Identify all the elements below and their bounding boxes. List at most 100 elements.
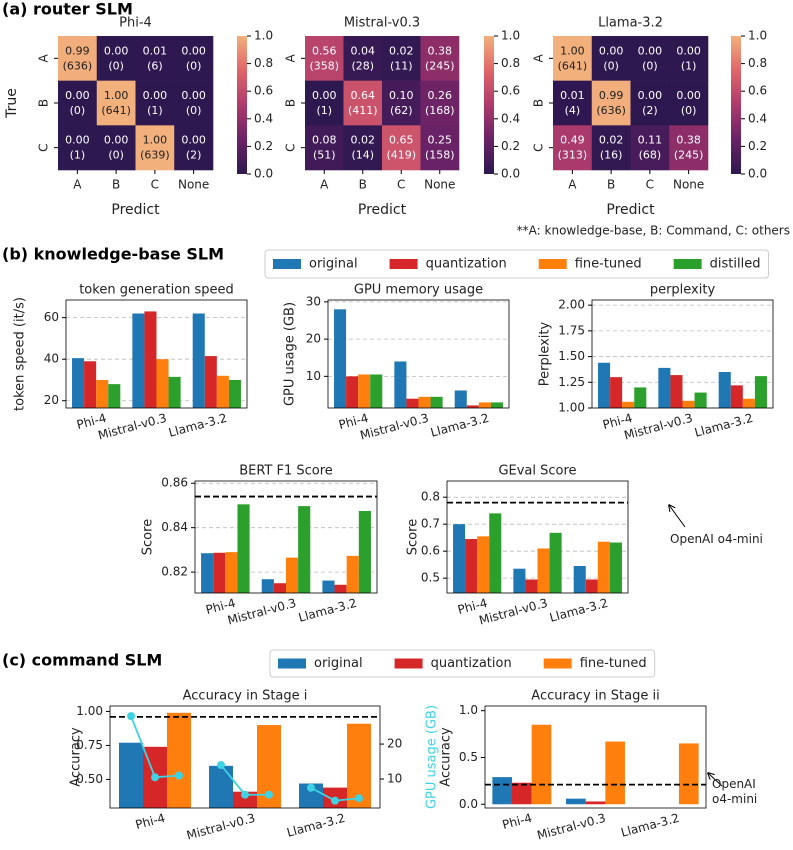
- colorbar-tick-label: 0.4: [254, 111, 273, 125]
- legend-label: quantization: [431, 656, 512, 671]
- heatmap-cell: [305, 80, 344, 126]
- cell-count-label: (641): [101, 104, 131, 117]
- cell-value-label: 0.00: [143, 89, 168, 102]
- heatmap-cell: [630, 80, 670, 126]
- bar: [609, 542, 622, 593]
- y-tick-label: 1.50: [558, 349, 585, 363]
- y-tick-label: B: [37, 99, 51, 107]
- heatmap-cell: [174, 36, 214, 81]
- y-axis-label: True: [4, 88, 20, 119]
- bar: [347, 723, 371, 808]
- cell-value-label: 0.65: [389, 134, 414, 147]
- cell-count-label: (68): [639, 149, 662, 162]
- cell-value-label: 0.00: [181, 134, 206, 147]
- plot-frame: [194, 480, 378, 594]
- cell-count-label: (0): [70, 104, 86, 117]
- y-tick-label: 0.75: [76, 738, 103, 752]
- x-tick-label: Llama-3.2: [693, 411, 754, 440]
- bar: [742, 398, 755, 408]
- x-axis-label: Predict: [606, 202, 655, 218]
- cell-value-label: 0.00: [312, 89, 337, 102]
- legend-label: fine-tuned: [580, 656, 647, 671]
- gpu-point: [241, 790, 249, 799]
- bar: [96, 379, 109, 408]
- legend-label: fine-tuned: [575, 257, 642, 272]
- heatmap-cell: [135, 36, 175, 81]
- y-tick-label: 1.75: [558, 323, 585, 337]
- bar: [298, 506, 311, 593]
- cell-count-label: (6): [147, 59, 163, 72]
- y-tick-label: 0.5: [459, 750, 478, 764]
- bar: [531, 724, 552, 805]
- bar: [192, 313, 205, 408]
- y-axis-label: Accuracy: [439, 727, 454, 787]
- bar: [573, 566, 586, 593]
- x-tick-label: C: [151, 178, 159, 192]
- y-tick-label: 0.50: [76, 772, 103, 786]
- x-tick-label: Mistral-v0.3: [226, 596, 298, 628]
- cell-value-label: 1.00: [104, 89, 129, 102]
- legend-box: [264, 249, 769, 279]
- x-tick-label: A: [568, 178, 577, 192]
- bar: [512, 782, 532, 805]
- x-tick-label: Llama-3.2: [548, 596, 609, 625]
- section-title: (c) command SLM: [2, 651, 162, 670]
- y2-tick-label: 10: [387, 772, 402, 786]
- cell-value-label: 0.56: [312, 44, 337, 57]
- plot-frame: [65, 299, 248, 409]
- colorbar-tick-label: 0.2: [748, 139, 767, 153]
- bar: [597, 541, 610, 593]
- bar: [610, 377, 623, 408]
- bar: [144, 311, 157, 408]
- cell-count-label: (4): [565, 104, 581, 117]
- bar: [525, 579, 538, 593]
- cell-value-label: 0.49: [560, 134, 585, 147]
- cell-value-label: 0.00: [104, 44, 129, 57]
- cell-value-label: 0.38: [428, 44, 453, 57]
- x-tick-label: None: [673, 178, 704, 192]
- cell-value-label: 0.26: [428, 89, 453, 102]
- bar: [477, 536, 490, 593]
- bar: [261, 579, 274, 593]
- cell-count-label: (158): [425, 149, 455, 162]
- bar: [566, 798, 586, 805]
- legend-box: [269, 649, 656, 678]
- y2-axis-label: GPU usage (GB): [425, 705, 440, 809]
- cell-count-label: (636): [63, 59, 93, 72]
- heatmap-cell: [58, 80, 98, 126]
- chart-title: Llama-3.2: [598, 16, 663, 31]
- bar: [430, 396, 443, 408]
- plot-frame: [109, 705, 381, 809]
- legend-swatch: [273, 259, 301, 269]
- y-axis-label: Score: [406, 519, 421, 555]
- bar: [465, 539, 478, 593]
- legend-swatch: [394, 658, 423, 669]
- bar: [670, 375, 683, 408]
- heatmap-cell: [174, 125, 214, 171]
- heatmap-cell: [96, 125, 136, 171]
- chart-title: BERT F1 Score: [239, 464, 333, 479]
- heatmap-cell: [591, 80, 631, 126]
- y-axis-label: Score: [141, 519, 156, 555]
- cell-count-label: (636): [596, 104, 626, 117]
- bar: [216, 375, 229, 408]
- cell-value-label: 0.99: [65, 44, 90, 57]
- cell-count-label: (0): [681, 104, 697, 117]
- bar: [322, 580, 335, 593]
- chart-title: GEval Score: [498, 464, 576, 479]
- heatmap-cell: [58, 36, 98, 81]
- heatmap-cell: [630, 36, 670, 81]
- reference-annotation: OpenAI o4-mini: [712, 777, 757, 806]
- gpu-point: [151, 773, 159, 782]
- colorbar-tick-label: 1.0: [501, 29, 520, 43]
- heatmap-cell: [305, 125, 344, 171]
- y-tick-label: C: [37, 143, 51, 151]
- cell-value-label: 0.00: [181, 44, 206, 57]
- y-tick-label: 0.84: [161, 520, 188, 534]
- colorbar: [731, 36, 741, 174]
- section-title: (b) knowledge-base SLM: [2, 245, 224, 264]
- bar: [233, 791, 257, 808]
- cell-value-label: 0.00: [676, 44, 701, 57]
- cell-value-label: 0.00: [181, 89, 206, 102]
- cell-value-label: 0.11: [638, 134, 663, 147]
